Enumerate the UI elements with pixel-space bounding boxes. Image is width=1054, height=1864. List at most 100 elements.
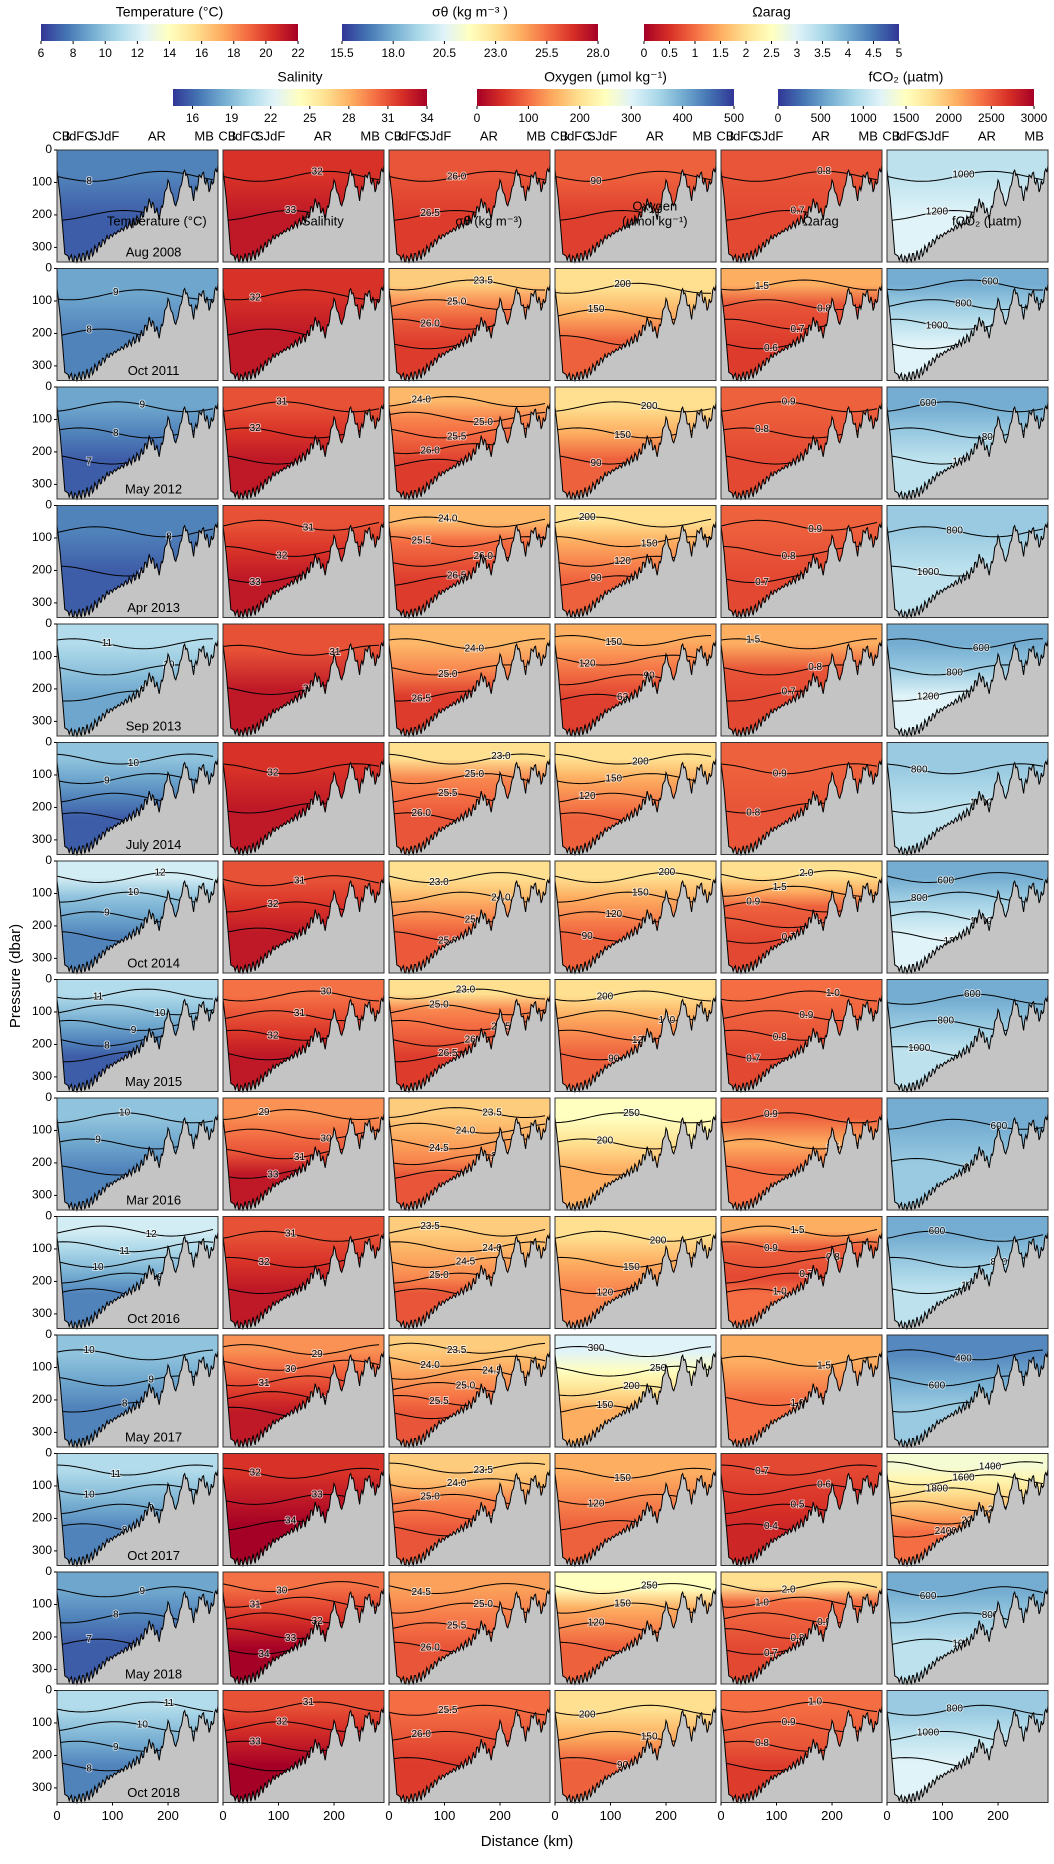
contour-label: 120: [597, 1288, 614, 1299]
contour-label: 600: [929, 1226, 946, 1237]
contour-label: 25.5: [438, 1705, 458, 1716]
colorbar-tick-label: 22: [264, 111, 278, 125]
y-tick-label: 0: [45, 1564, 52, 1578]
panel: 8001000: [887, 506, 1048, 618]
y-tick-label: 0: [45, 142, 52, 156]
contour-label: 32: [276, 550, 288, 561]
contour-label: 120: [579, 791, 596, 802]
contour-label: 33: [312, 1489, 324, 1500]
contour-label: 1800: [926, 1483, 949, 1494]
contour-label: 1200: [926, 207, 949, 218]
panel: 313233: [223, 387, 384, 499]
contour-label: 26.0: [411, 808, 431, 819]
contour-label: 9: [95, 1134, 101, 1145]
contour-label: 31: [294, 1008, 306, 1019]
x-tick-label: 200: [987, 1808, 1009, 1823]
colorbar-tick-label: 22: [291, 46, 305, 60]
contour-label: 10: [84, 1345, 96, 1356]
contour-label: 33: [250, 577, 262, 588]
panel: 400600800: [887, 1335, 1048, 1447]
contour-label: 8: [86, 324, 92, 335]
contour-label: 25.0: [438, 669, 458, 680]
y-tick-label: 100: [32, 886, 52, 900]
contour-label: 150: [597, 1400, 614, 1411]
panel: 20015012090: [555, 980, 716, 1092]
colorbar-tick-label: 23.0: [484, 46, 508, 60]
contour-label: 11: [119, 1246, 130, 1257]
contour-label: 32: [267, 1030, 279, 1041]
x-tick-label: 0: [551, 1808, 558, 1823]
contour-label: 12: [146, 1229, 158, 1240]
contour-label: 1000: [926, 321, 949, 332]
station-label: SJdF: [587, 128, 617, 143]
contour-label: 9: [113, 1742, 119, 1753]
contour-label: 29: [312, 1349, 324, 1360]
y-tick-label: 300: [32, 1069, 52, 1083]
contour-label: 1600: [952, 1472, 975, 1483]
x-tick-label: 0: [219, 1808, 226, 1823]
contour-label: 2.0: [782, 1584, 796, 1595]
contour-label: 24.5: [411, 1587, 431, 1598]
colorbar-tick-label: 20: [259, 46, 273, 60]
colorbar-tick-label: 300: [621, 111, 641, 125]
contour-label: 800: [937, 1015, 954, 1026]
contour-label: 26.0: [420, 319, 440, 330]
contour-label: 0.7: [782, 686, 796, 697]
contour-label: 8: [86, 176, 92, 187]
colorbar-tick-label: 12: [131, 46, 145, 60]
panel: 200150120: [555, 1217, 716, 1329]
contour-label: 29: [258, 1107, 270, 1118]
colorbar-tick-label: 18: [227, 46, 241, 60]
station-label: SJdF: [89, 128, 119, 143]
contour-label: 31: [258, 1378, 270, 1389]
y-axis-title: Pressure (dbar): [7, 924, 24, 1028]
station-label: MB: [1024, 128, 1044, 143]
panel: 3233: [223, 743, 384, 855]
panel-label: Ωarag: [803, 213, 839, 228]
colorbar-tick-label: 14: [163, 46, 177, 60]
station-label: MB: [692, 128, 712, 143]
contour-label: 8: [113, 428, 119, 439]
y-tick-label: 0: [45, 1683, 52, 1697]
contour-label: 400: [955, 1353, 972, 1364]
x-tick-label: 100: [102, 1808, 124, 1823]
panel: 250200150: [555, 1098, 716, 1210]
panel: 0.90.8: [721, 743, 882, 855]
y-tick-label: 300: [32, 240, 52, 254]
x-tick-label: 200: [655, 1808, 677, 1823]
contour-label: 600: [964, 989, 981, 1000]
colorbar-tick-label: 25.5: [535, 46, 559, 60]
panel: 313233: [223, 1217, 384, 1329]
row-label: Oct 2017: [127, 1548, 180, 1563]
colorbar-tick-label: 16: [186, 111, 200, 125]
contour-label: 0.8: [782, 551, 796, 562]
colorbar-tick-label: 500: [724, 111, 744, 125]
row-label: Oct 2011: [128, 363, 180, 378]
panel: 8001000: [887, 743, 1048, 855]
y-tick-label: 100: [32, 1597, 52, 1611]
contour-label: 10: [119, 1107, 131, 1118]
contour-label: 10: [137, 1720, 149, 1731]
y-tick-label: 300: [32, 477, 52, 491]
y-tick-label: 200: [32, 563, 52, 577]
colorbar-tick-label: 2.5: [763, 46, 780, 60]
panel: 23.025.025.526.0: [389, 743, 550, 855]
contour-label: 120: [588, 1499, 605, 1510]
y-tick-label: 100: [32, 1241, 52, 1255]
station-label: AR: [480, 128, 498, 143]
contour-label: 25.0: [456, 1381, 476, 1392]
y-tick-label: 200: [32, 918, 52, 932]
panel: 323334: [223, 1454, 384, 1566]
panel: 6008001000: [887, 980, 1048, 1092]
panel: 1.50.80.7: [721, 624, 882, 736]
y-tick-label: 100: [32, 767, 52, 781]
contour-label: 0.7: [746, 1054, 760, 1065]
contour-label: 600: [937, 876, 954, 887]
x-tick-label: 100: [932, 1808, 954, 1823]
y-tick-label: 200: [32, 1629, 52, 1643]
row-label: July 2014: [126, 837, 182, 852]
station-label: MB: [360, 128, 380, 143]
panel: 3031323334: [223, 1572, 384, 1684]
y-tick-label: 0: [45, 853, 52, 867]
colorbar: [644, 24, 899, 41]
